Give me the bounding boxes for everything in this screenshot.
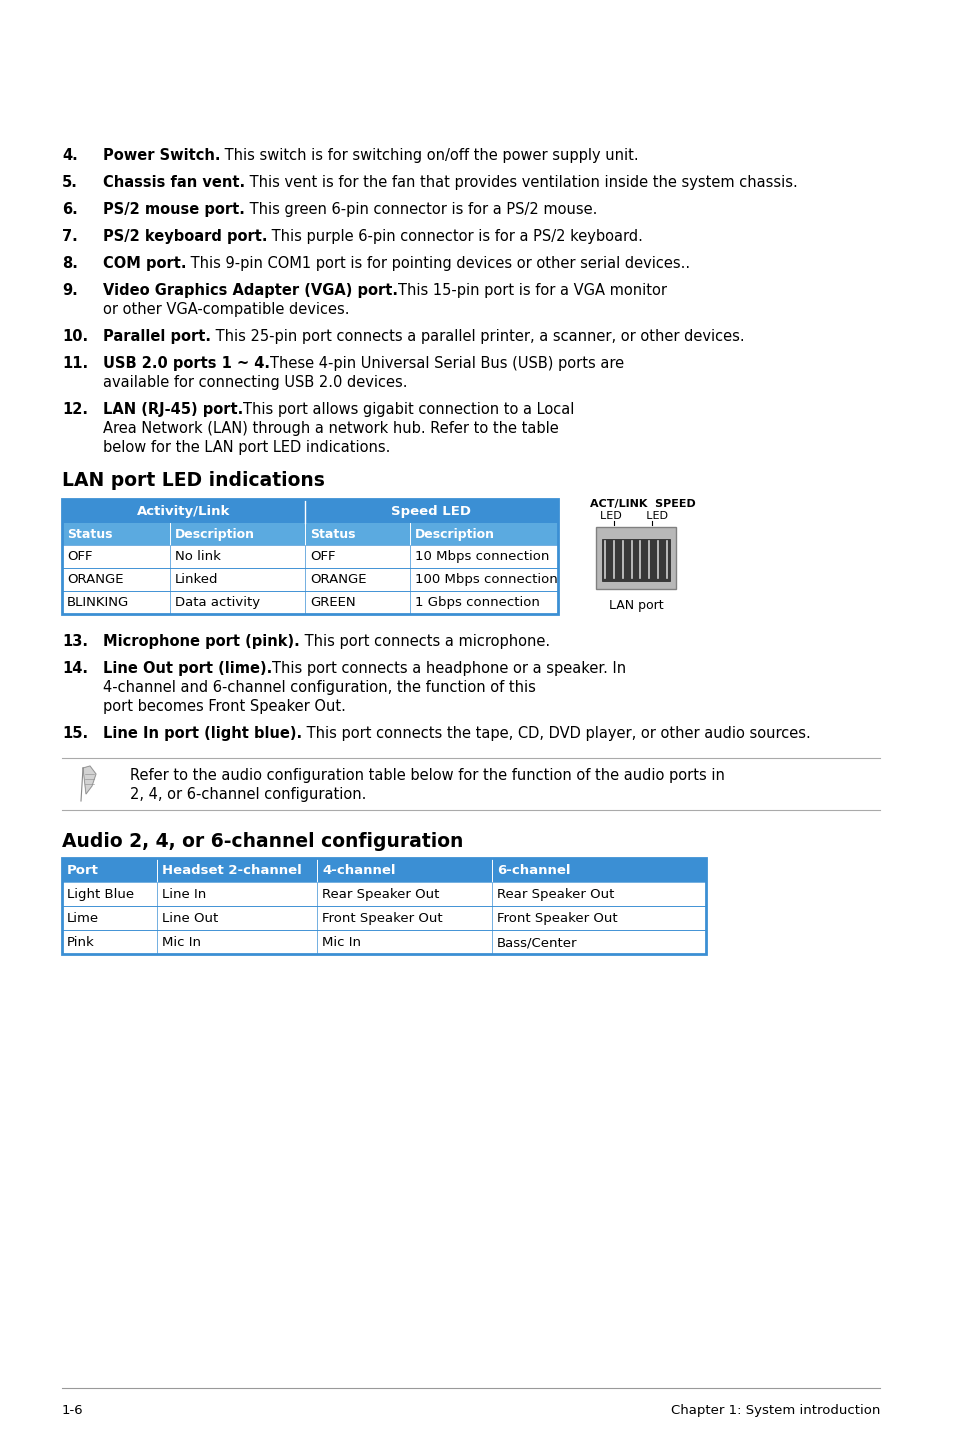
Text: Refer to the audio configuration table below for the function of the audio ports: Refer to the audio configuration table b…: [130, 768, 724, 784]
Text: Lime: Lime: [67, 912, 99, 925]
Bar: [62, 881, 705, 906]
Text: Microphone port (pink).: Microphone port (pink).: [103, 634, 299, 649]
Text: 15.: 15.: [62, 726, 88, 741]
Text: 6.: 6.: [62, 201, 77, 217]
Text: 14.: 14.: [62, 661, 88, 676]
Text: 10 Mbps connection: 10 Mbps connection: [415, 549, 549, 564]
Bar: [62, 930, 705, 953]
Text: Front Speaker Out: Front Speaker Out: [497, 912, 617, 925]
Text: Pink: Pink: [67, 936, 94, 949]
Text: Activity/Link: Activity/Link: [136, 505, 230, 518]
Bar: [62, 545, 558, 568]
Text: 13.: 13.: [62, 634, 88, 649]
Text: This port connects a microphone.: This port connects a microphone.: [299, 634, 549, 649]
Text: OFF: OFF: [67, 549, 92, 564]
Bar: [62, 499, 558, 614]
Text: LAN port LED indications: LAN port LED indications: [62, 472, 325, 490]
Text: BLINKING: BLINKING: [67, 595, 129, 610]
Text: 9.: 9.: [62, 283, 77, 298]
Text: ORANGE: ORANGE: [310, 572, 366, 587]
Text: These 4-pin Universal Serial Bus (USB) ports are: These 4-pin Universal Serial Bus (USB) p…: [270, 357, 623, 371]
Text: OFF: OFF: [310, 549, 335, 564]
Bar: [601, 539, 669, 581]
Text: This switch is for switching on/off the power supply unit.: This switch is for switching on/off the …: [220, 148, 639, 162]
Text: 6-channel: 6-channel: [497, 864, 570, 877]
Text: This port connects a headphone or a speaker. In: This port connects a headphone or a spea…: [272, 661, 626, 676]
Text: or other VGA-compatible devices.: or other VGA-compatible devices.: [103, 302, 349, 316]
Text: Light Blue: Light Blue: [67, 889, 134, 902]
Text: No link: No link: [174, 549, 221, 564]
Bar: [62, 858, 705, 881]
Text: PS/2 keyboard port.: PS/2 keyboard port.: [103, 229, 267, 244]
Text: This 15-pin port is for a VGA monitor: This 15-pin port is for a VGA monitor: [397, 283, 666, 298]
Text: Audio 2, 4, or 6-channel configuration: Audio 2, 4, or 6-channel configuration: [62, 833, 463, 851]
Text: ACT/LINK  SPEED: ACT/LINK SPEED: [589, 499, 695, 509]
Text: 8.: 8.: [62, 256, 78, 270]
Bar: [62, 523, 558, 545]
Text: Line Out: Line Out: [162, 912, 218, 925]
Text: Headset 2-channel: Headset 2-channel: [162, 864, 301, 877]
Text: GREEN: GREEN: [310, 595, 355, 610]
Bar: [62, 906, 705, 930]
Text: 1-6: 1-6: [62, 1403, 84, 1416]
Text: LAN (RJ-45) port.: LAN (RJ-45) port.: [103, 403, 243, 417]
Text: Rear Speaker Out: Rear Speaker Out: [322, 889, 439, 902]
Bar: [62, 858, 705, 953]
Text: 4-channel: 4-channel: [322, 864, 395, 877]
Text: 7.: 7.: [62, 229, 77, 244]
Text: Speed LED: Speed LED: [391, 505, 471, 518]
Text: ORANGE: ORANGE: [67, 572, 123, 587]
Text: Data activity: Data activity: [174, 595, 260, 610]
Text: This 25-pin port connects a parallel printer, a scanner, or other devices.: This 25-pin port connects a parallel pri…: [211, 329, 744, 344]
Text: Rear Speaker Out: Rear Speaker Out: [497, 889, 614, 902]
Text: Chassis fan vent.: Chassis fan vent.: [103, 175, 245, 190]
Text: 4.: 4.: [62, 148, 77, 162]
Text: This purple 6-pin connector is for a PS/2 keyboard.: This purple 6-pin connector is for a PS/…: [267, 229, 642, 244]
Text: 11.: 11.: [62, 357, 88, 371]
Text: port becomes Front Speaker Out.: port becomes Front Speaker Out.: [103, 699, 346, 715]
Text: 10.: 10.: [62, 329, 88, 344]
Text: Video Graphics Adapter (VGA) port.: Video Graphics Adapter (VGA) port.: [103, 283, 397, 298]
Bar: [62, 591, 558, 614]
Text: Status: Status: [310, 528, 355, 541]
Text: Line Out port (lime).: Line Out port (lime).: [103, 661, 272, 676]
Text: below for the LAN port LED indications.: below for the LAN port LED indications.: [103, 440, 390, 454]
Text: This vent is for the fan that provides ventilation inside the system chassis.: This vent is for the fan that provides v…: [245, 175, 797, 190]
Text: Line In port (light blue).: Line In port (light blue).: [103, 726, 302, 741]
Text: 2, 4, or 6-channel configuration.: 2, 4, or 6-channel configuration.: [130, 787, 366, 802]
Text: 4-channel and 6-channel configuration, the function of this: 4-channel and 6-channel configuration, t…: [103, 680, 536, 695]
Text: Description: Description: [174, 528, 254, 541]
Text: Front Speaker Out: Front Speaker Out: [322, 912, 442, 925]
Text: Power Switch.: Power Switch.: [103, 148, 220, 162]
Bar: [62, 499, 558, 523]
Text: Status: Status: [67, 528, 112, 541]
Text: USB 2.0 ports 1 ~ 4.: USB 2.0 ports 1 ~ 4.: [103, 357, 270, 371]
Text: 5.: 5.: [62, 175, 78, 190]
Text: available for connecting USB 2.0 devices.: available for connecting USB 2.0 devices…: [103, 375, 407, 390]
Text: Mic In: Mic In: [162, 936, 201, 949]
Text: Parallel port.: Parallel port.: [103, 329, 211, 344]
Text: Bass/Center: Bass/Center: [497, 936, 577, 949]
Text: Description: Description: [415, 528, 495, 541]
Text: Chapter 1: System introduction: Chapter 1: System introduction: [670, 1403, 879, 1416]
Text: LAN port: LAN port: [608, 600, 662, 613]
Text: Linked: Linked: [174, 572, 218, 587]
Polygon shape: [83, 766, 96, 794]
Text: Area Network (LAN) through a network hub. Refer to the table: Area Network (LAN) through a network hub…: [103, 421, 558, 436]
Text: LED       LED: LED LED: [599, 510, 667, 521]
Bar: [62, 568, 558, 591]
Text: 1 Gbps connection: 1 Gbps connection: [415, 595, 539, 610]
Text: This green 6-pin connector is for a PS/2 mouse.: This green 6-pin connector is for a PS/2…: [245, 201, 597, 217]
Text: Mic In: Mic In: [322, 936, 360, 949]
Text: Line In: Line In: [162, 889, 206, 902]
Text: PS/2 mouse port.: PS/2 mouse port.: [103, 201, 245, 217]
Text: This port allows gigabit connection to a Local: This port allows gigabit connection to a…: [243, 403, 574, 417]
Text: COM port.: COM port.: [103, 256, 186, 270]
Text: This port connects the tape, CD, DVD player, or other audio sources.: This port connects the tape, CD, DVD pla…: [302, 726, 810, 741]
Text: Port: Port: [67, 864, 99, 877]
Text: 100 Mbps connection: 100 Mbps connection: [415, 572, 558, 587]
Text: This 9-pin COM1 port is for pointing devices or other serial devices..: This 9-pin COM1 port is for pointing dev…: [186, 256, 690, 270]
Bar: [596, 526, 676, 590]
Text: 12.: 12.: [62, 403, 88, 417]
